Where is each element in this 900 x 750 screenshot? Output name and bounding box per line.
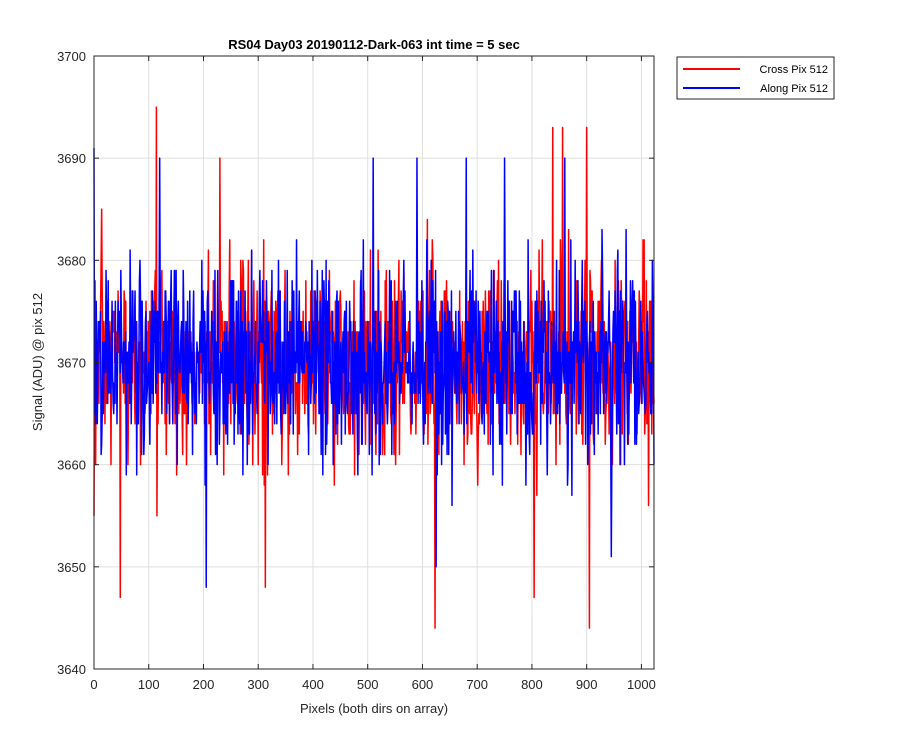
y-tick-label: 3690 <box>57 151 86 166</box>
x-tick-label: 800 <box>521 677 543 692</box>
y-axis-label: Signal (ADU) @ pix 512 <box>30 293 45 431</box>
x-tick-label: 100 <box>138 677 160 692</box>
x-tick-label: 500 <box>357 677 379 692</box>
x-axis-label: Pixels (both dirs on array) <box>300 701 448 716</box>
y-tick-label: 3640 <box>57 662 86 677</box>
x-tick-label: 600 <box>412 677 434 692</box>
series-line-along-pix-512 <box>93 147 655 589</box>
y-tick-label: 3670 <box>57 356 86 371</box>
x-tick-label: 0 <box>90 677 97 692</box>
legend: Cross Pix 512 Along Pix 512 <box>676 56 835 100</box>
ticks-layer: 0 100 200 300 400 500 600 700 800 900 1000 3640 3650… <box>57 49 656 692</box>
y-tick-label: 3650 <box>57 560 86 575</box>
legend-label-cross: Cross Pix 512 <box>760 64 828 76</box>
x-tick-label: 300 <box>247 677 269 692</box>
y-tick-label: 3660 <box>57 458 86 473</box>
x-tick-label: 900 <box>576 677 598 692</box>
x-tick-label: 1000 <box>627 677 656 692</box>
x-tick-label: 700 <box>466 677 488 692</box>
legend-label-along: Along Pix 512 <box>760 83 828 95</box>
y-tick-label: 3700 <box>57 49 86 64</box>
series-layer <box>93 106 655 629</box>
y-tick-label: 3680 <box>57 253 86 268</box>
legend-box <box>676 56 835 100</box>
x-tick-label: 400 <box>302 677 324 692</box>
x-tick-label: 200 <box>193 677 215 692</box>
chart-title: RS04 Day03 20190112-Dark-063 int time = … <box>228 37 520 52</box>
